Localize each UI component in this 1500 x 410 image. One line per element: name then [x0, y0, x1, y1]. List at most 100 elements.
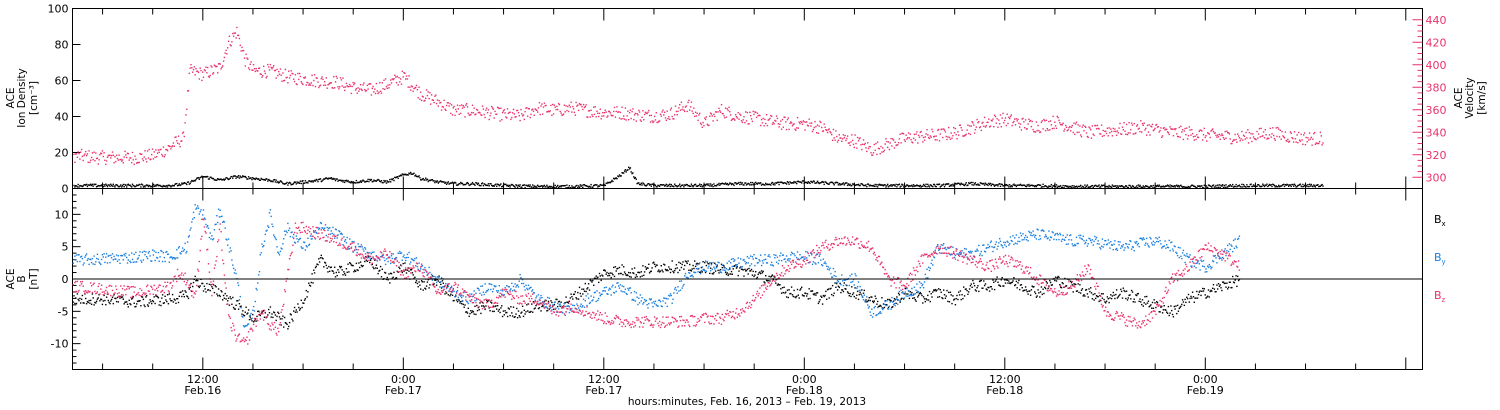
bx-series-point [196, 279, 198, 281]
velocity-series-point [864, 142, 866, 145]
bx-series-point [963, 295, 966, 297]
density-series-point [1177, 184, 1180, 187]
velocity-series-point [884, 143, 886, 145]
bx-series-point [608, 272, 610, 275]
bx-series-point [970, 283, 972, 285]
velocity-series-point [461, 107, 464, 109]
bx-series-point [953, 299, 955, 301]
bx-series-point [952, 295, 954, 297]
velocity-series-point [176, 140, 178, 142]
density-series-point [84, 184, 86, 186]
velocity-series-point [378, 91, 380, 93]
velocity-series-point [695, 115, 698, 117]
by-series-point [221, 215, 223, 217]
velocity-series-point [531, 109, 533, 111]
by-series-point [109, 261, 111, 264]
bx-series-point [167, 303, 170, 305]
velocity-series-point [702, 121, 704, 124]
density-series-point [1165, 185, 1167, 187]
top-ytick-label-4: 80 [55, 39, 69, 52]
velocity-series-point [983, 125, 985, 127]
velocity-series-point [1020, 129, 1023, 131]
velocity-series-point [202, 71, 204, 73]
velocity-series-point [128, 159, 130, 161]
by-series-point [202, 214, 204, 216]
by-series-point [216, 215, 218, 217]
bx-series-point [851, 286, 853, 288]
density-series-point [204, 176, 206, 178]
velocity-series-point [544, 104, 546, 107]
velocity-series-point [1215, 134, 1217, 137]
density-series-point [1289, 184, 1292, 186]
bx-series-point [693, 267, 695, 270]
density-series [73, 166, 1324, 189]
velocity-series-point [122, 162, 124, 164]
density-series-point [276, 181, 278, 184]
by-series-point [164, 260, 166, 263]
bx-series-point [647, 267, 649, 269]
velocity-series-point [938, 140, 941, 142]
velocity-series-point [991, 120, 993, 122]
density-series-point [372, 180, 374, 183]
density-series-point [1107, 186, 1109, 188]
velocity-series-point [1259, 136, 1261, 138]
density-series-point [843, 184, 845, 186]
density-series-point [1204, 184, 1206, 187]
velocity-series-point [308, 83, 311, 85]
density-series-point [1158, 184, 1160, 186]
bx-series-point [911, 291, 913, 294]
density-series-point [177, 184, 180, 186]
xtick-label-date-4: Feb.18 [986, 384, 1023, 397]
by-series-point [99, 262, 101, 264]
by-series-point [220, 216, 222, 218]
density-series-point [496, 183, 499, 185]
bx-series-point [934, 288, 936, 291]
bx-series-point [1236, 285, 1238, 288]
velocity-series-point [1248, 131, 1251, 134]
velocity-series-point [1288, 141, 1290, 143]
bx-series-point [371, 263, 373, 266]
velocity-series-point [254, 70, 256, 73]
velocity-series-point [826, 129, 828, 132]
density-series-point [472, 183, 475, 185]
bx-series-point [894, 299, 896, 301]
density-series-point [302, 180, 304, 182]
density-series-point [440, 180, 442, 182]
density-series-point [645, 185, 647, 187]
velocity-series-point [658, 120, 660, 123]
density-series-point [964, 183, 967, 185]
bx-series-point [956, 294, 958, 297]
velocity-series-point [97, 163, 99, 165]
velocity-series-point [494, 110, 496, 113]
velocity-series-point [282, 72, 284, 74]
density-series-point [625, 171, 627, 173]
velocity-series-point [370, 94, 373, 96]
bx-series-point [1152, 307, 1155, 309]
velocity-series-point [676, 114, 678, 116]
density-series-point [914, 185, 916, 187]
density-series-point [1185, 186, 1187, 188]
bx-series-point [501, 315, 504, 318]
bx-series-point [585, 290, 587, 293]
density-series-point [1067, 186, 1069, 189]
velocity-series-point [805, 121, 807, 123]
density-series-point [1027, 185, 1029, 187]
bx-series-point [882, 307, 884, 309]
bx-series-point [785, 296, 788, 298]
density-series-point [420, 179, 422, 181]
density-series-point [1120, 185, 1123, 187]
by-series-point [369, 258, 372, 260]
velocity-series-point [903, 139, 906, 141]
density-series-point [812, 180, 815, 182]
density-series-point [471, 181, 474, 184]
density-series-point [590, 183, 592, 186]
bx-series-point [749, 270, 751, 272]
by-series-point [115, 258, 117, 260]
velocity-series-point [919, 131, 921, 134]
by-series-point [107, 255, 109, 257]
bx-series-point [237, 308, 240, 310]
velocity-series-point [963, 135, 966, 137]
velocity-series-point [593, 113, 596, 116]
velocity-series-point [1136, 124, 1139, 126]
bx-series-point [933, 289, 935, 291]
